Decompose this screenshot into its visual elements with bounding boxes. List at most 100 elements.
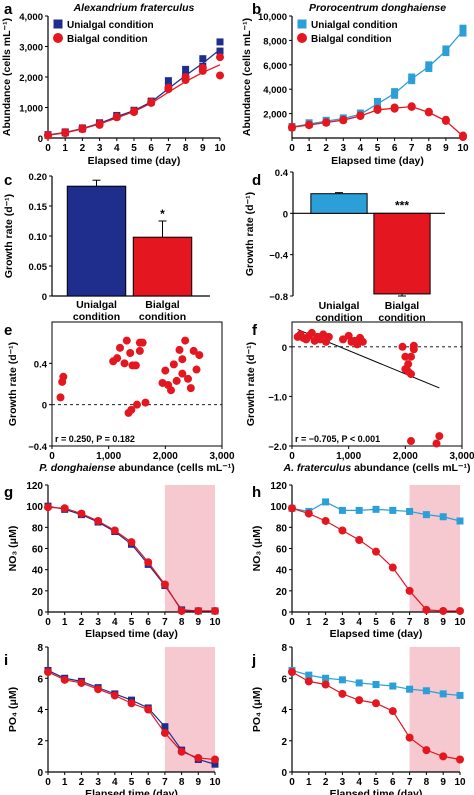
data-point bbox=[339, 115, 348, 124]
data-point bbox=[161, 723, 169, 731]
x-tick-label: 2,000 bbox=[153, 451, 178, 462]
data-point bbox=[322, 674, 330, 682]
data-point bbox=[216, 53, 224, 62]
x-tick-label: 9 bbox=[200, 143, 206, 154]
x-tick-label: 0 bbox=[289, 143, 295, 154]
data-point bbox=[195, 351, 204, 360]
data-point bbox=[324, 332, 333, 341]
data-point bbox=[388, 707, 397, 716]
x-tick-label: 8 bbox=[424, 777, 430, 788]
x-tick-label: 5 bbox=[373, 777, 379, 788]
x-tick-label: 7 bbox=[162, 777, 168, 788]
data-point bbox=[322, 498, 330, 506]
x-tick-label: 5 bbox=[373, 617, 379, 628]
data-point bbox=[407, 370, 415, 379]
data-point bbox=[288, 123, 296, 132]
x-tick-label: 5 bbox=[375, 143, 381, 154]
data-point bbox=[164, 77, 172, 85]
x-tick-label: 6 bbox=[145, 777, 151, 788]
x-tick-label: 2,000 bbox=[393, 451, 418, 462]
x-tick-label: 3,000 bbox=[449, 451, 474, 462]
y-tick-label: 60 bbox=[276, 545, 288, 556]
data-point bbox=[216, 71, 224, 80]
data-point bbox=[304, 509, 313, 518]
panel-a: Alexandrium fraterculus 0 1,000 2,000 3,000 4… bbox=[1, 2, 226, 167]
x-axis-label: Elapsed time (day) bbox=[330, 788, 423, 795]
y-tick-label: −1.0 bbox=[268, 392, 287, 403]
data-point bbox=[164, 83, 173, 92]
data-point bbox=[321, 516, 330, 525]
data-point bbox=[194, 753, 203, 762]
bar bbox=[66, 185, 127, 297]
data-point bbox=[305, 120, 314, 129]
y-axis-label: PO₄ (μM) bbox=[7, 687, 19, 732]
data-point bbox=[130, 107, 138, 116]
y-axis-label: Growth rate (d⁻¹) bbox=[244, 192, 256, 276]
data-point bbox=[177, 747, 186, 756]
y-tick-label: 40 bbox=[32, 566, 44, 577]
data-point bbox=[389, 682, 397, 690]
data-point bbox=[406, 685, 414, 693]
x-tick-label: 0 bbox=[45, 777, 51, 788]
data-point bbox=[199, 55, 207, 63]
y-tick-label: 2 bbox=[37, 737, 43, 748]
data-point bbox=[407, 437, 415, 446]
x-tick-label: 0 bbox=[289, 777, 295, 788]
data-point bbox=[288, 668, 296, 676]
data-point bbox=[147, 98, 156, 107]
data-point bbox=[141, 398, 150, 407]
y-tick-label: 0 bbox=[42, 292, 47, 303]
category-label: Bialgal bbox=[385, 300, 420, 312]
y-tick-label: 20 bbox=[32, 587, 44, 598]
data-point bbox=[372, 505, 380, 513]
y-tick-label: 4 bbox=[281, 706, 287, 717]
x-tick-label: 10 bbox=[454, 777, 466, 788]
data-point bbox=[126, 349, 135, 357]
data-point bbox=[167, 386, 175, 395]
y-tick-label: 0.05 bbox=[29, 262, 48, 273]
data-point bbox=[288, 504, 296, 513]
data-point bbox=[422, 746, 431, 755]
y-axis-label: Abundance (cells mL⁻¹) bbox=[241, 18, 253, 136]
data-point bbox=[77, 678, 86, 687]
x-tick-label: 8 bbox=[183, 143, 189, 154]
legend-marker bbox=[53, 33, 63, 43]
x-tick-label: 3 bbox=[340, 617, 346, 628]
x-tick-label: 6 bbox=[148, 143, 154, 154]
legend-marker bbox=[53, 19, 63, 29]
data-point bbox=[110, 691, 119, 700]
data-point bbox=[356, 111, 365, 120]
data-point bbox=[192, 365, 201, 374]
x-tick-label: 10 bbox=[214, 143, 226, 154]
data-point bbox=[459, 131, 467, 140]
x-tick-label: 7 bbox=[407, 617, 413, 628]
legend-label: Unialgal condition bbox=[311, 20, 398, 31]
x-tick-label: 7 bbox=[409, 143, 415, 154]
x-tick-label: 10 bbox=[209, 617, 221, 628]
panel-letter-f: f bbox=[252, 322, 258, 339]
x-tick-label: 9 bbox=[440, 777, 446, 788]
data-point bbox=[116, 343, 124, 352]
panel-letter-h: h bbox=[252, 484, 261, 501]
data-point bbox=[44, 503, 52, 512]
data-point bbox=[60, 675, 69, 684]
y-axis-label: PO₄ (μM) bbox=[251, 687, 263, 732]
data-point bbox=[372, 547, 380, 556]
data-point bbox=[160, 728, 169, 737]
data-point bbox=[216, 38, 224, 46]
x-tick-label: 1 bbox=[62, 143, 68, 154]
y-tick-label: 8 bbox=[37, 643, 43, 654]
data-point bbox=[94, 685, 103, 694]
data-point bbox=[61, 128, 70, 137]
fit-line bbox=[47, 49, 221, 136]
y-axis-label: Growth rate (d⁻¹) bbox=[7, 342, 19, 426]
data-point bbox=[439, 690, 447, 698]
category-label: condition bbox=[378, 312, 425, 324]
x-tick-label: 5 bbox=[129, 617, 135, 628]
category-label: condition bbox=[139, 311, 186, 323]
y-tick-label: 0 bbox=[37, 608, 43, 619]
significance-mark: *** bbox=[395, 198, 409, 212]
data-point bbox=[456, 517, 464, 525]
x-tick-label: 3 bbox=[95, 617, 101, 628]
